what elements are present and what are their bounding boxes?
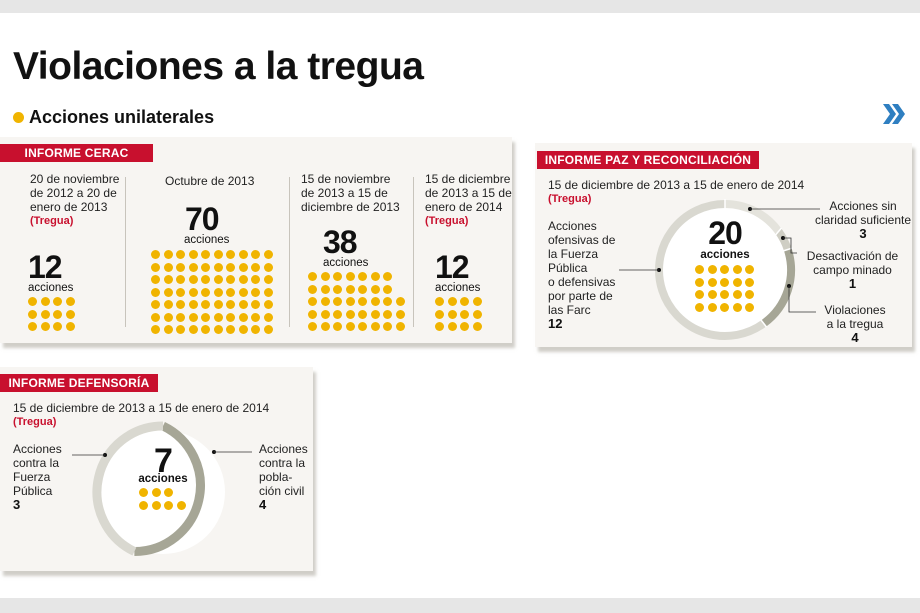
cerac-col4-dots [435,297,482,331]
value: 1 [848,276,857,291]
value: 3 [859,226,867,241]
paz-label-sin-claridad: Acciones sin claridad suficiente 3 [814,199,912,241]
defensoria-label-poblacion-civil: Acciones contra la pobla- ción civil 4 [259,442,308,512]
paz-label-fuerza-publica: Acciones ofensivas de la Fuerza Pública … [548,219,616,331]
top-bar [0,0,920,13]
tregua-label: (Tregua) [13,416,57,428]
page-title: Violaciones a la tregua [13,45,424,88]
tag-informe-cerac: INFORME CERAC [0,144,153,162]
divider [289,177,290,327]
tag-informe-paz: INFORME PAZ Y RECONCILIACIÓN [537,151,759,169]
paz-period: 15 de diciembre de 2013 a 15 de enero de… [548,178,805,205]
defensoria-total: 7 [154,442,173,480]
tregua-label: (Tregua) [548,193,592,205]
value: 4 [259,497,267,512]
defensoria-period: 15 de diciembre de 2013 a 15 de enero de… [13,401,270,428]
cerac-col4-period: 15 de diciembre de 2013 a 15 de enero de… [425,172,512,227]
panel-informe-cerac: INFORME CERAC 20 de noviembre de 2012 a … [0,137,512,343]
value: 4 [851,330,859,345]
bullet-dot-icon [13,112,24,123]
tregua-label: (Tregua) [425,215,469,227]
double-chevron-right-icon[interactable] [880,100,908,128]
paz-unit: acciones [700,249,750,261]
defensoria-donut-chart [72,421,252,556]
paz-total: 20 [708,215,743,251]
cerac-col2-count: 70 [185,201,220,237]
cerac-col1-unit: acciones [28,282,74,294]
tag-informe-defensoria: INFORME DEFENSORÍA [0,374,158,392]
cerac-col3-period: 15 de noviembre de 2013 a 15 de diciembr… [301,172,400,214]
defensoria-unit: acciones [138,473,188,485]
cerac-col1-dots [28,297,75,331]
paz-label-violaciones: Violaciones a la tregua 4 [824,303,886,345]
divider [125,177,126,327]
cerac-col3-unit: acciones [323,257,369,269]
panel-informe-paz-reconciliacion: INFORME PAZ Y RECONCILIACIÓN 15 de dicie… [535,143,912,347]
cerac-col4-count: 12 [435,249,470,285]
section-subtitle: Acciones unilaterales [13,107,214,128]
paz-label-desactivacion: Desactivación de campo minado 1 [806,249,899,291]
cerac-col4-unit: acciones [435,282,481,294]
cerac-col2-dots [151,250,273,334]
cerac-col2-period: Octubre de 2013 [165,174,255,188]
defensoria-label-fuerza-publica: Acciones contra la Fuerza Pública 3 [13,442,62,512]
tregua-label: (Tregua) [30,215,74,227]
paz-dots [695,265,754,312]
cerac-col3-count: 38 [323,224,358,260]
bottom-bar [0,598,920,613]
cerac-col1-count: 12 [28,249,63,285]
subtitle-text: Acciones unilaterales [29,107,215,127]
cerac-col2-unit: acciones [184,234,230,246]
divider [413,177,414,327]
panel-informe-defensoria: INFORME DEFENSORÍA 15 de diciembre de 20… [0,367,313,571]
value: 3 [13,497,21,512]
cerac-col1-period: 20 de noviembre de 2012 a 20 de enero de… [30,172,120,227]
value: 12 [548,316,563,331]
